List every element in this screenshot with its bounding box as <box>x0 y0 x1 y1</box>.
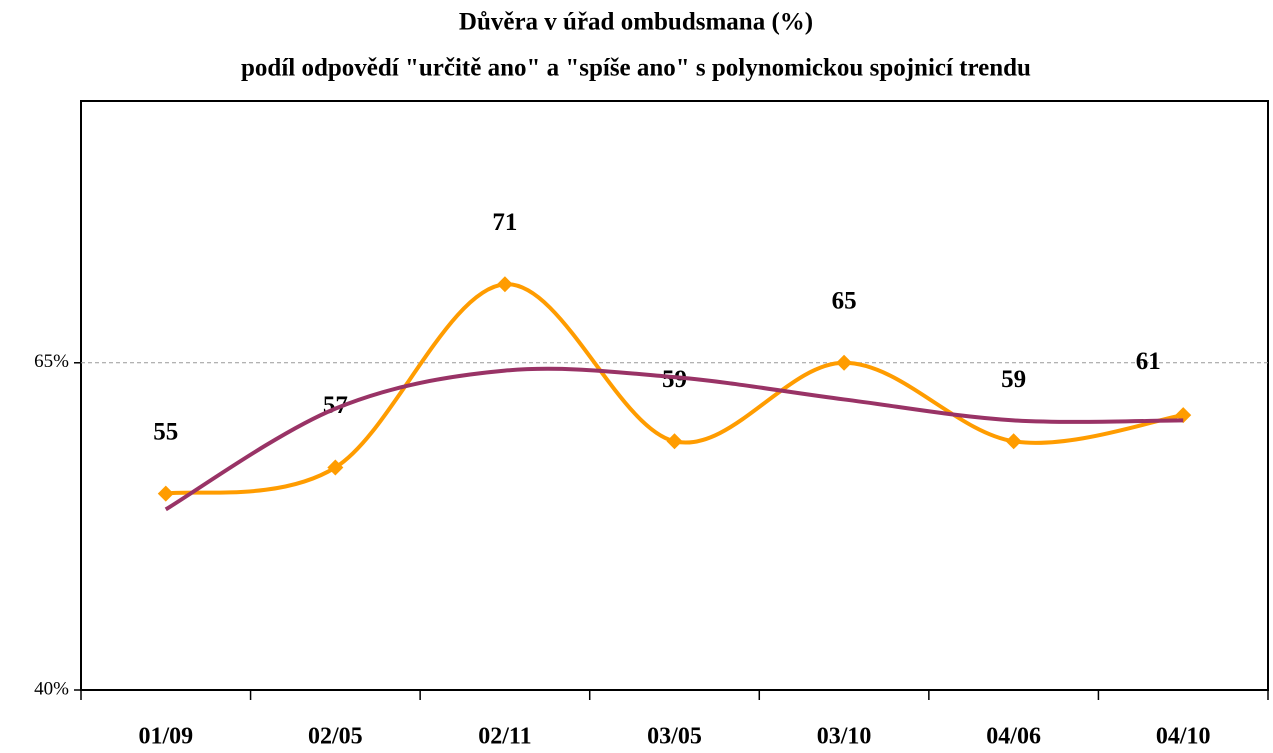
marker <box>496 276 513 293</box>
y-tick-label: 40% <box>34 678 69 699</box>
data-label: 61 <box>1136 348 1161 375</box>
data-label: 55 <box>153 418 178 445</box>
marker <box>327 459 344 476</box>
plot-border <box>80 100 1269 691</box>
data-label: 71 <box>492 209 517 236</box>
x-tick-label: 02/05 <box>308 724 363 750</box>
x-tick-label: 04/06 <box>986 724 1041 750</box>
x-tick-label: 01/09 <box>138 724 193 750</box>
marker <box>836 354 853 371</box>
data-label: 59 <box>1001 366 1026 393</box>
series-line <box>164 366 1184 512</box>
marker <box>666 433 683 450</box>
data-label: 65 <box>832 288 857 315</box>
x-tick-label: 03/05 <box>647 724 702 750</box>
y-tick-label: 65% <box>34 351 69 372</box>
x-tick-label: 02/11 <box>478 724 531 750</box>
x-tick-label: 03/10 <box>817 724 872 750</box>
chart-subtitle: podíl odpovědí "určitě ano" a "spíše ano… <box>241 55 1031 82</box>
x-tick-label: 04/10 <box>1156 724 1211 750</box>
marker <box>157 485 174 502</box>
chart-title: Důvěra v úřad ombudsmana (%) <box>459 9 813 36</box>
marker <box>1005 433 1022 450</box>
